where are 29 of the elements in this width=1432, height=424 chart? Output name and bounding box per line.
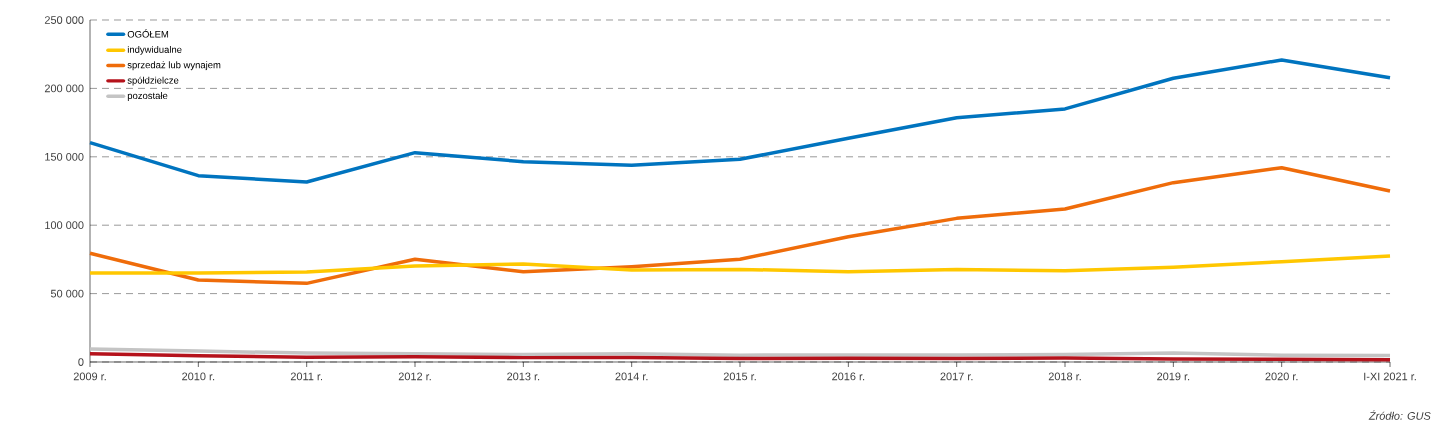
line-series: [88, 58, 1392, 184]
x-tick-label: 2020 r.: [1265, 372, 1298, 381]
line-series: [88, 254, 1392, 275]
line-series: [88, 165, 1392, 286]
line-series: [88, 347, 1392, 358]
legend-label: pozostałe: [127, 92, 168, 101]
y-tick-label: 0: [78, 358, 84, 366]
x-tick-label: 2011 r.: [290, 372, 323, 381]
y-tick-label: 50 000: [50, 289, 84, 298]
y-tick-label: 200 000: [44, 84, 84, 93]
y-tick-label: 100 000: [45, 221, 84, 230]
x-tick-label: 2010 r.: [182, 372, 215, 381]
x-tick-label: 2014 r.: [615, 372, 648, 381]
legend-label: spółdzielcze: [127, 76, 179, 86]
x-tick-label: 2012 r.: [398, 372, 431, 381]
x-tick-label: 2016 r.: [832, 372, 865, 381]
y-tick-label: 250 000: [44, 16, 84, 24]
text: Źródło: GUS: [1368, 410, 1431, 420]
x-tick-label: 2018 r.: [1048, 372, 1081, 381]
legend-label: sprzedaż lub wynajem: [127, 61, 221, 71]
x-tick-label: 2013 r.: [507, 372, 540, 381]
legend-label: indywidualne: [127, 45, 182, 55]
x-tick-label: 2019 r.: [1157, 372, 1190, 381]
legend-label: OGÓŁEM: [127, 29, 169, 38]
x-tick-label: 2015 r.: [723, 372, 756, 381]
x-tick-label: 2009 r.: [73, 372, 106, 381]
x-tick-label: I-XI 2021 r.: [1364, 372, 1416, 381]
x-tick-label: 2017 r.: [940, 372, 973, 381]
y-tick-label: 150 000: [45, 152, 84, 161]
